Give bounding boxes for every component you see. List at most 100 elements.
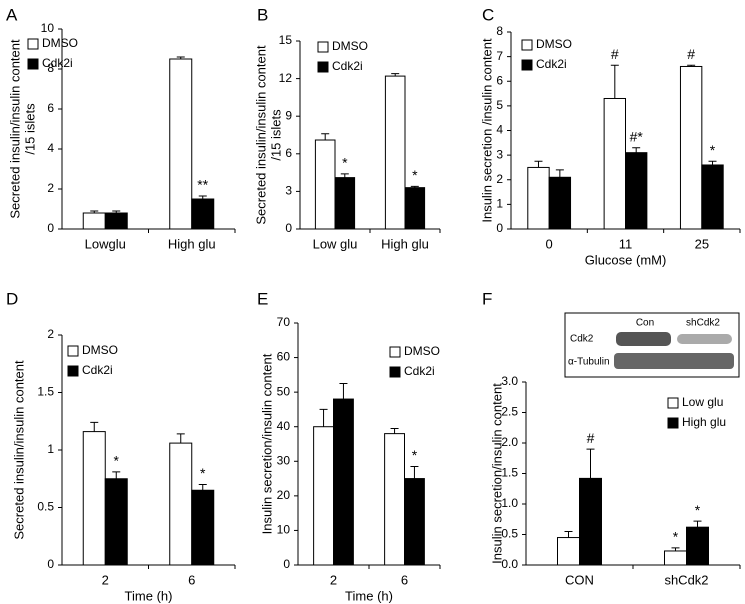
error-bar <box>198 195 207 199</box>
y-tick-label: 10 <box>41 21 55 35</box>
error-bar <box>321 133 330 141</box>
y-axis-label: Insulin secretion /insulin content <box>479 38 494 223</box>
legend-swatch <box>667 417 679 429</box>
y-tick-label: 1.5 <box>37 385 54 399</box>
error-bar <box>632 147 641 153</box>
legend-label: High glu <box>682 415 726 429</box>
x-tick-label: 6 <box>188 572 195 587</box>
annotation: * <box>200 465 206 481</box>
y-tick-label: 6 <box>47 101 54 115</box>
y-axis-label: /15 islets <box>22 103 37 155</box>
bar <box>625 152 648 230</box>
bar <box>169 58 193 230</box>
annotation: # <box>611 46 619 62</box>
bar <box>104 212 128 230</box>
y-tick-label: 2.5 <box>501 405 518 419</box>
x-axis-label: Time (h) <box>345 588 393 603</box>
y-tick-label: 4 <box>496 123 503 137</box>
bar <box>314 139 336 230</box>
annotation: # <box>587 430 595 446</box>
x-tick-label: High glu <box>168 236 216 251</box>
y-tick-label: 15 <box>279 33 293 47</box>
y-tick-label: 1 <box>496 197 503 211</box>
y-tick-label: 10 <box>277 523 291 537</box>
y-tick-label: 6 <box>285 146 292 160</box>
inset-label: α-Tubulin <box>568 357 610 368</box>
y-tick-label: 3.0 <box>501 374 518 388</box>
legend-swatch <box>27 58 39 70</box>
y-tick-label: 60 <box>277 350 291 364</box>
bar <box>82 431 106 566</box>
error-bar <box>319 408 328 427</box>
x-tick-label: 6 <box>401 572 408 587</box>
x-tick-label: 0 <box>546 236 553 251</box>
bar <box>404 478 425 566</box>
y-tick-label: 1.0 <box>501 496 518 510</box>
inset-label: Cdk2 <box>570 334 594 345</box>
error-bar <box>391 73 400 77</box>
blot-band <box>677 334 732 344</box>
y-tick-label: 4 <box>47 141 54 155</box>
y-tick-label: 9 <box>285 108 292 122</box>
legend-swatch <box>389 346 401 358</box>
y-tick-label: 0.5 <box>501 527 518 541</box>
annotation: #* <box>630 128 644 144</box>
bar <box>313 426 334 566</box>
bar <box>664 550 687 566</box>
blot-band <box>616 332 671 346</box>
error-bar <box>390 427 399 434</box>
x-tick-label: 2 <box>330 572 337 587</box>
error-bar <box>687 64 696 67</box>
y-tick-label: 2 <box>496 172 503 186</box>
legend-label: Cdk2i <box>42 56 73 70</box>
legend-label: Cdk2i <box>82 363 113 377</box>
y-tick-label: 0 <box>47 221 54 235</box>
y-tick-label: 7 <box>496 49 503 63</box>
panel-label: C <box>482 5 494 24</box>
y-axis-label: Secreted insulin/insulin content <box>253 45 268 225</box>
y-tick-label: 8 <box>47 61 54 75</box>
error-bar <box>90 421 99 432</box>
y-axis-label: Secreted insulin/insulin content <box>7 39 22 219</box>
annotation: * <box>114 453 120 469</box>
y-tick-label: 2.0 <box>501 435 518 449</box>
legend-label: DMSO <box>404 344 440 358</box>
x-tick-label: CON <box>565 572 594 587</box>
error-bar <box>176 433 185 444</box>
bar <box>404 187 426 230</box>
y-tick-label: 5 <box>496 98 503 112</box>
error-bar <box>693 520 702 528</box>
legend-swatch <box>317 61 329 73</box>
annotation: * <box>412 167 418 183</box>
bar <box>384 75 406 230</box>
annotation: * <box>695 502 701 518</box>
bar <box>679 65 703 230</box>
y-axis-label: Secreted insulin/insulin content <box>11 360 26 540</box>
error-bar <box>586 448 595 479</box>
y-tick-label: 0 <box>285 221 292 235</box>
error-bar <box>564 530 573 538</box>
bar <box>701 164 724 230</box>
y-tick-label: 20 <box>277 488 291 502</box>
error-bar <box>410 185 419 188</box>
y-tick-label: 2 <box>47 327 54 341</box>
y-tick-label: 0.0 <box>501 557 518 571</box>
y-tick-label: 0.5 <box>37 500 54 514</box>
bar <box>82 212 106 230</box>
x-tick-label: High glu <box>381 236 429 251</box>
bar <box>548 176 572 230</box>
legend-swatch <box>521 39 533 51</box>
inset-label: shCdk2 <box>686 318 720 329</box>
bar <box>579 477 602 566</box>
y-axis-label: Insulin secretion/insulin content <box>489 383 504 564</box>
bar <box>686 526 709 566</box>
bar <box>557 537 580 566</box>
error-bar <box>534 160 543 168</box>
annotation: * <box>412 447 418 463</box>
panel-label: D <box>6 289 18 308</box>
error-bar <box>555 169 564 178</box>
legend-swatch <box>317 41 329 53</box>
error-bar <box>610 64 619 99</box>
annotation: * <box>710 142 716 158</box>
